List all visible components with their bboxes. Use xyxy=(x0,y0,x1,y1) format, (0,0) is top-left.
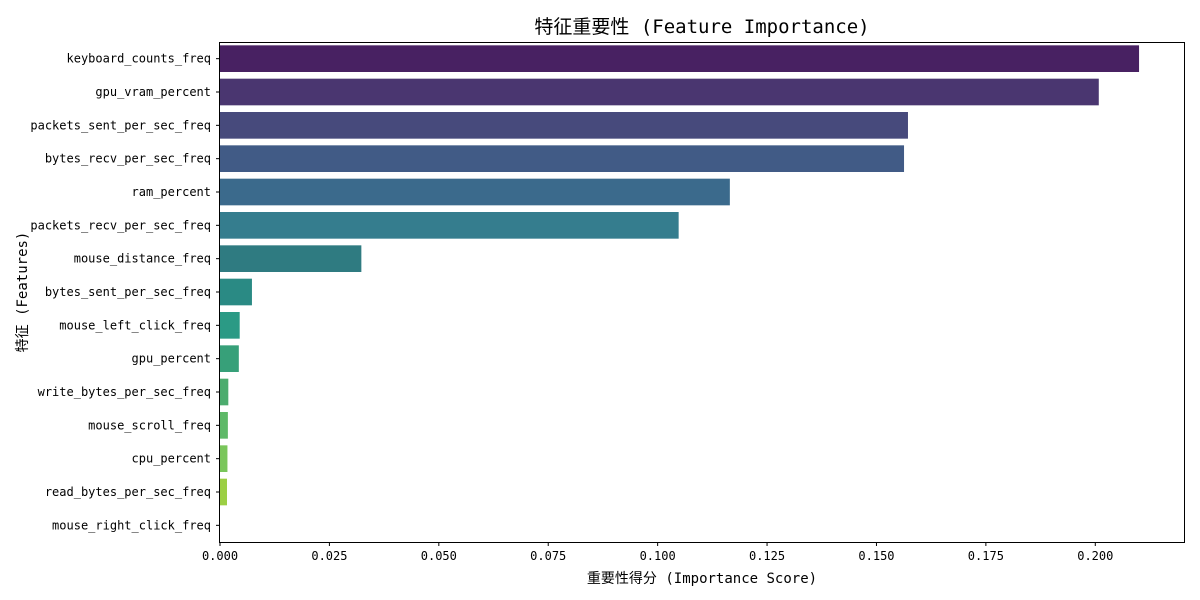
bar-gpu-percent xyxy=(220,345,239,372)
y-tick-label: bytes_sent_per_sec_freq xyxy=(45,285,211,299)
bar-mouse-scroll-freq xyxy=(220,412,228,439)
y-tick-label: read_bytes_per_sec_freq xyxy=(45,485,211,499)
bar-mouse-distance-freq xyxy=(220,245,362,272)
x-tick-label: 0.025 xyxy=(311,549,347,563)
bar-bytes-recv-per-sec-freq xyxy=(220,145,905,172)
bar-cpu-percent xyxy=(220,445,228,472)
x-axis-label: 重要性得分 (Importance Score) xyxy=(587,570,817,587)
bar-packets-sent-per-sec-freq xyxy=(220,112,908,139)
x-tick-label: 0.125 xyxy=(749,549,785,563)
y-tick-label: cpu_percent xyxy=(132,452,211,466)
x-tick-label: 0.200 xyxy=(1077,549,1113,563)
bars-layer xyxy=(220,45,1140,506)
bar-keyboard-counts-freq xyxy=(220,45,1140,72)
y-tick-label: ram_percent xyxy=(132,185,211,199)
bar-gpu-vram-percent xyxy=(220,78,1099,106)
y-tick-label: mouse_distance_freq xyxy=(74,252,211,266)
y-tick-label: keyboard_counts_freq xyxy=(67,52,212,66)
y-tick-label: write_bytes_per_sec_freq xyxy=(38,385,211,399)
y-tick-label: bytes_recv_per_sec_freq xyxy=(45,152,211,166)
y-tick-label: packets_sent_per_sec_freq xyxy=(30,118,211,132)
y-tick-labels: keyboard_counts_freq gpu_vram_percentpack… xyxy=(30,52,220,532)
y-tick-label: mouse_left_click_freq xyxy=(59,318,211,332)
chart-title: 特征重要性 (Feature Importance) xyxy=(534,16,869,38)
bar-packets-recv-per-sec-freq xyxy=(220,212,679,239)
y-tick-label: mouse_scroll_freq xyxy=(88,418,211,432)
y-tick-label: mouse_right_click_freq xyxy=(52,518,211,532)
y-axis-label: 特征 (Features) xyxy=(15,232,31,353)
x-tick-label: 0.050 xyxy=(421,549,457,563)
bar-mouse-left-click-freq xyxy=(220,312,240,339)
x-tick-label: 0.075 xyxy=(530,549,566,563)
bar-bytes-sent-per-sec-freq xyxy=(220,278,252,306)
y-tick-label: packets_recv_per_sec_freq xyxy=(30,218,211,232)
x-ticks: 0.000 0.025 0.050 0.075 0.100 0.125 0.150 0.175… xyxy=(202,542,1113,563)
x-tick-label: 0.150 xyxy=(858,549,894,563)
x-tick-label: 0.175 xyxy=(968,549,1004,563)
y-tick-label: gpu_percent xyxy=(132,352,211,366)
plot-frame xyxy=(219,42,1185,543)
bar-write-bytes-per-sec-freq xyxy=(220,378,229,406)
x-tick-label: 0.000 xyxy=(202,549,238,563)
y-tick-label: gpu_vram_percent xyxy=(95,85,211,99)
bar-read-bytes-per-sec-freq xyxy=(220,478,228,506)
x-tick-label: 0.100 xyxy=(640,549,676,563)
bar-ram-percent xyxy=(220,178,730,206)
